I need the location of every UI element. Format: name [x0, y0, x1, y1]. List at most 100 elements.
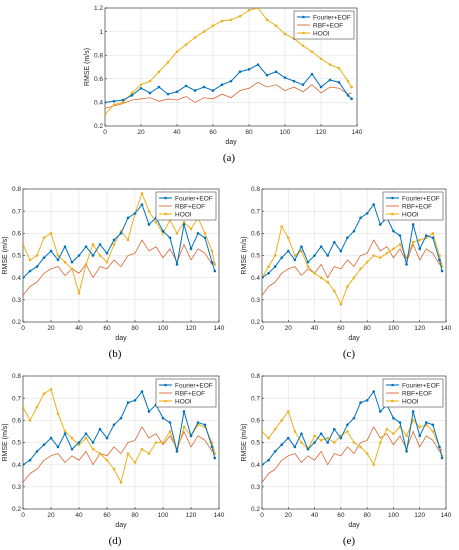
data-point	[418, 425, 422, 429]
series-fourier-eof	[23, 390, 217, 466]
data-point	[184, 84, 188, 88]
data-point	[28, 419, 32, 422]
data-point	[70, 447, 74, 451]
data-point	[392, 416, 395, 420]
data-point	[229, 18, 233, 22]
data-point	[267, 436, 270, 440]
data-point	[63, 432, 67, 435]
y-tick-label: 1	[99, 29, 103, 36]
data-point	[300, 249, 303, 253]
y-axis-label: RMSE (m/s)	[84, 48, 91, 86]
data-point	[84, 432, 88, 435]
legend-entry: HOOI	[313, 30, 330, 37]
y-tick-label: 0.7	[251, 208, 260, 215]
data-point	[392, 229, 395, 233]
data-point	[77, 441, 81, 444]
data-point	[326, 254, 330, 257]
y-tick-label: 1.2	[94, 5, 103, 12]
legend-entry: RBF+EOF	[175, 390, 205, 397]
y-tick-label: 0.6	[12, 418, 21, 425]
x-tick-label: 120	[414, 512, 425, 519]
data-point	[98, 427, 102, 431]
data-point	[210, 441, 214, 444]
data-point	[42, 392, 46, 396]
data-point	[126, 452, 130, 455]
y-tick-label: 0.2	[12, 319, 21, 326]
data-point	[105, 251, 109, 255]
panel-label: (c)	[343, 348, 356, 360]
data-point	[385, 427, 389, 431]
y-tick-label: 0.5	[251, 440, 260, 447]
data-point	[161, 232, 165, 235]
data-point	[405, 434, 408, 438]
x-axis-label: day	[348, 335, 360, 342]
x-tick-label: 40	[311, 325, 319, 332]
data-point	[77, 254, 81, 257]
data-point	[77, 291, 81, 295]
data-point	[133, 399, 137, 402]
x-tick-label: 0	[260, 325, 264, 332]
data-point	[431, 423, 435, 427]
data-point	[182, 410, 186, 413]
data-point	[175, 50, 179, 53]
data-point	[292, 79, 296, 83]
data-point	[121, 101, 125, 104]
data-point	[411, 223, 415, 226]
legend-marker	[302, 31, 305, 35]
data-point	[203, 232, 207, 235]
data-point	[365, 399, 369, 402]
data-point	[352, 229, 356, 233]
data-point	[339, 302, 343, 306]
data-point	[418, 434, 422, 438]
data-point	[112, 99, 116, 103]
data-point	[359, 216, 362, 220]
y-axis-label: RMSE (m/s)	[241, 236, 248, 274]
data-point	[300, 432, 303, 435]
data-point	[98, 254, 102, 257]
x-tick-label: 140	[214, 512, 225, 519]
data-point	[300, 245, 303, 248]
data-point	[56, 258, 60, 262]
data-point	[378, 441, 382, 444]
data-point	[411, 240, 415, 244]
data-point	[365, 212, 369, 215]
data-point	[332, 441, 336, 444]
y-tick-label: 0.6	[94, 76, 103, 83]
data-point	[238, 14, 242, 18]
series-line	[23, 426, 216, 483]
data-point	[203, 236, 207, 240]
data-point	[286, 410, 290, 413]
data-point	[339, 249, 343, 253]
data-point	[91, 243, 95, 246]
data-point	[84, 436, 88, 440]
x-tick-label: 60	[103, 512, 111, 519]
data-point	[440, 456, 444, 460]
data-point	[193, 36, 197, 39]
data-point	[293, 445, 297, 449]
data-point	[23, 463, 25, 466]
y-tick-label: 0.6	[251, 231, 260, 238]
data-point	[273, 265, 277, 268]
data-point	[220, 83, 224, 86]
data-point	[332, 240, 336, 244]
data-point	[262, 276, 264, 279]
panel-label: (b)	[109, 348, 122, 360]
data-point	[286, 436, 290, 440]
data-point	[112, 103, 116, 107]
x-tick-label: 60	[337, 325, 345, 332]
data-point	[265, 18, 269, 22]
data-point	[424, 421, 428, 424]
data-point	[301, 83, 305, 86]
data-point	[229, 79, 233, 83]
data-point	[105, 260, 109, 264]
data-point	[139, 86, 143, 90]
y-tick-label: 0.3	[12, 297, 21, 304]
data-point	[313, 254, 316, 257]
y-tick-label: 0.8	[12, 186, 21, 193]
data-point	[56, 412, 60, 415]
data-point	[49, 436, 53, 440]
data-point	[175, 90, 179, 94]
series-fourier-eof	[262, 390, 444, 466]
